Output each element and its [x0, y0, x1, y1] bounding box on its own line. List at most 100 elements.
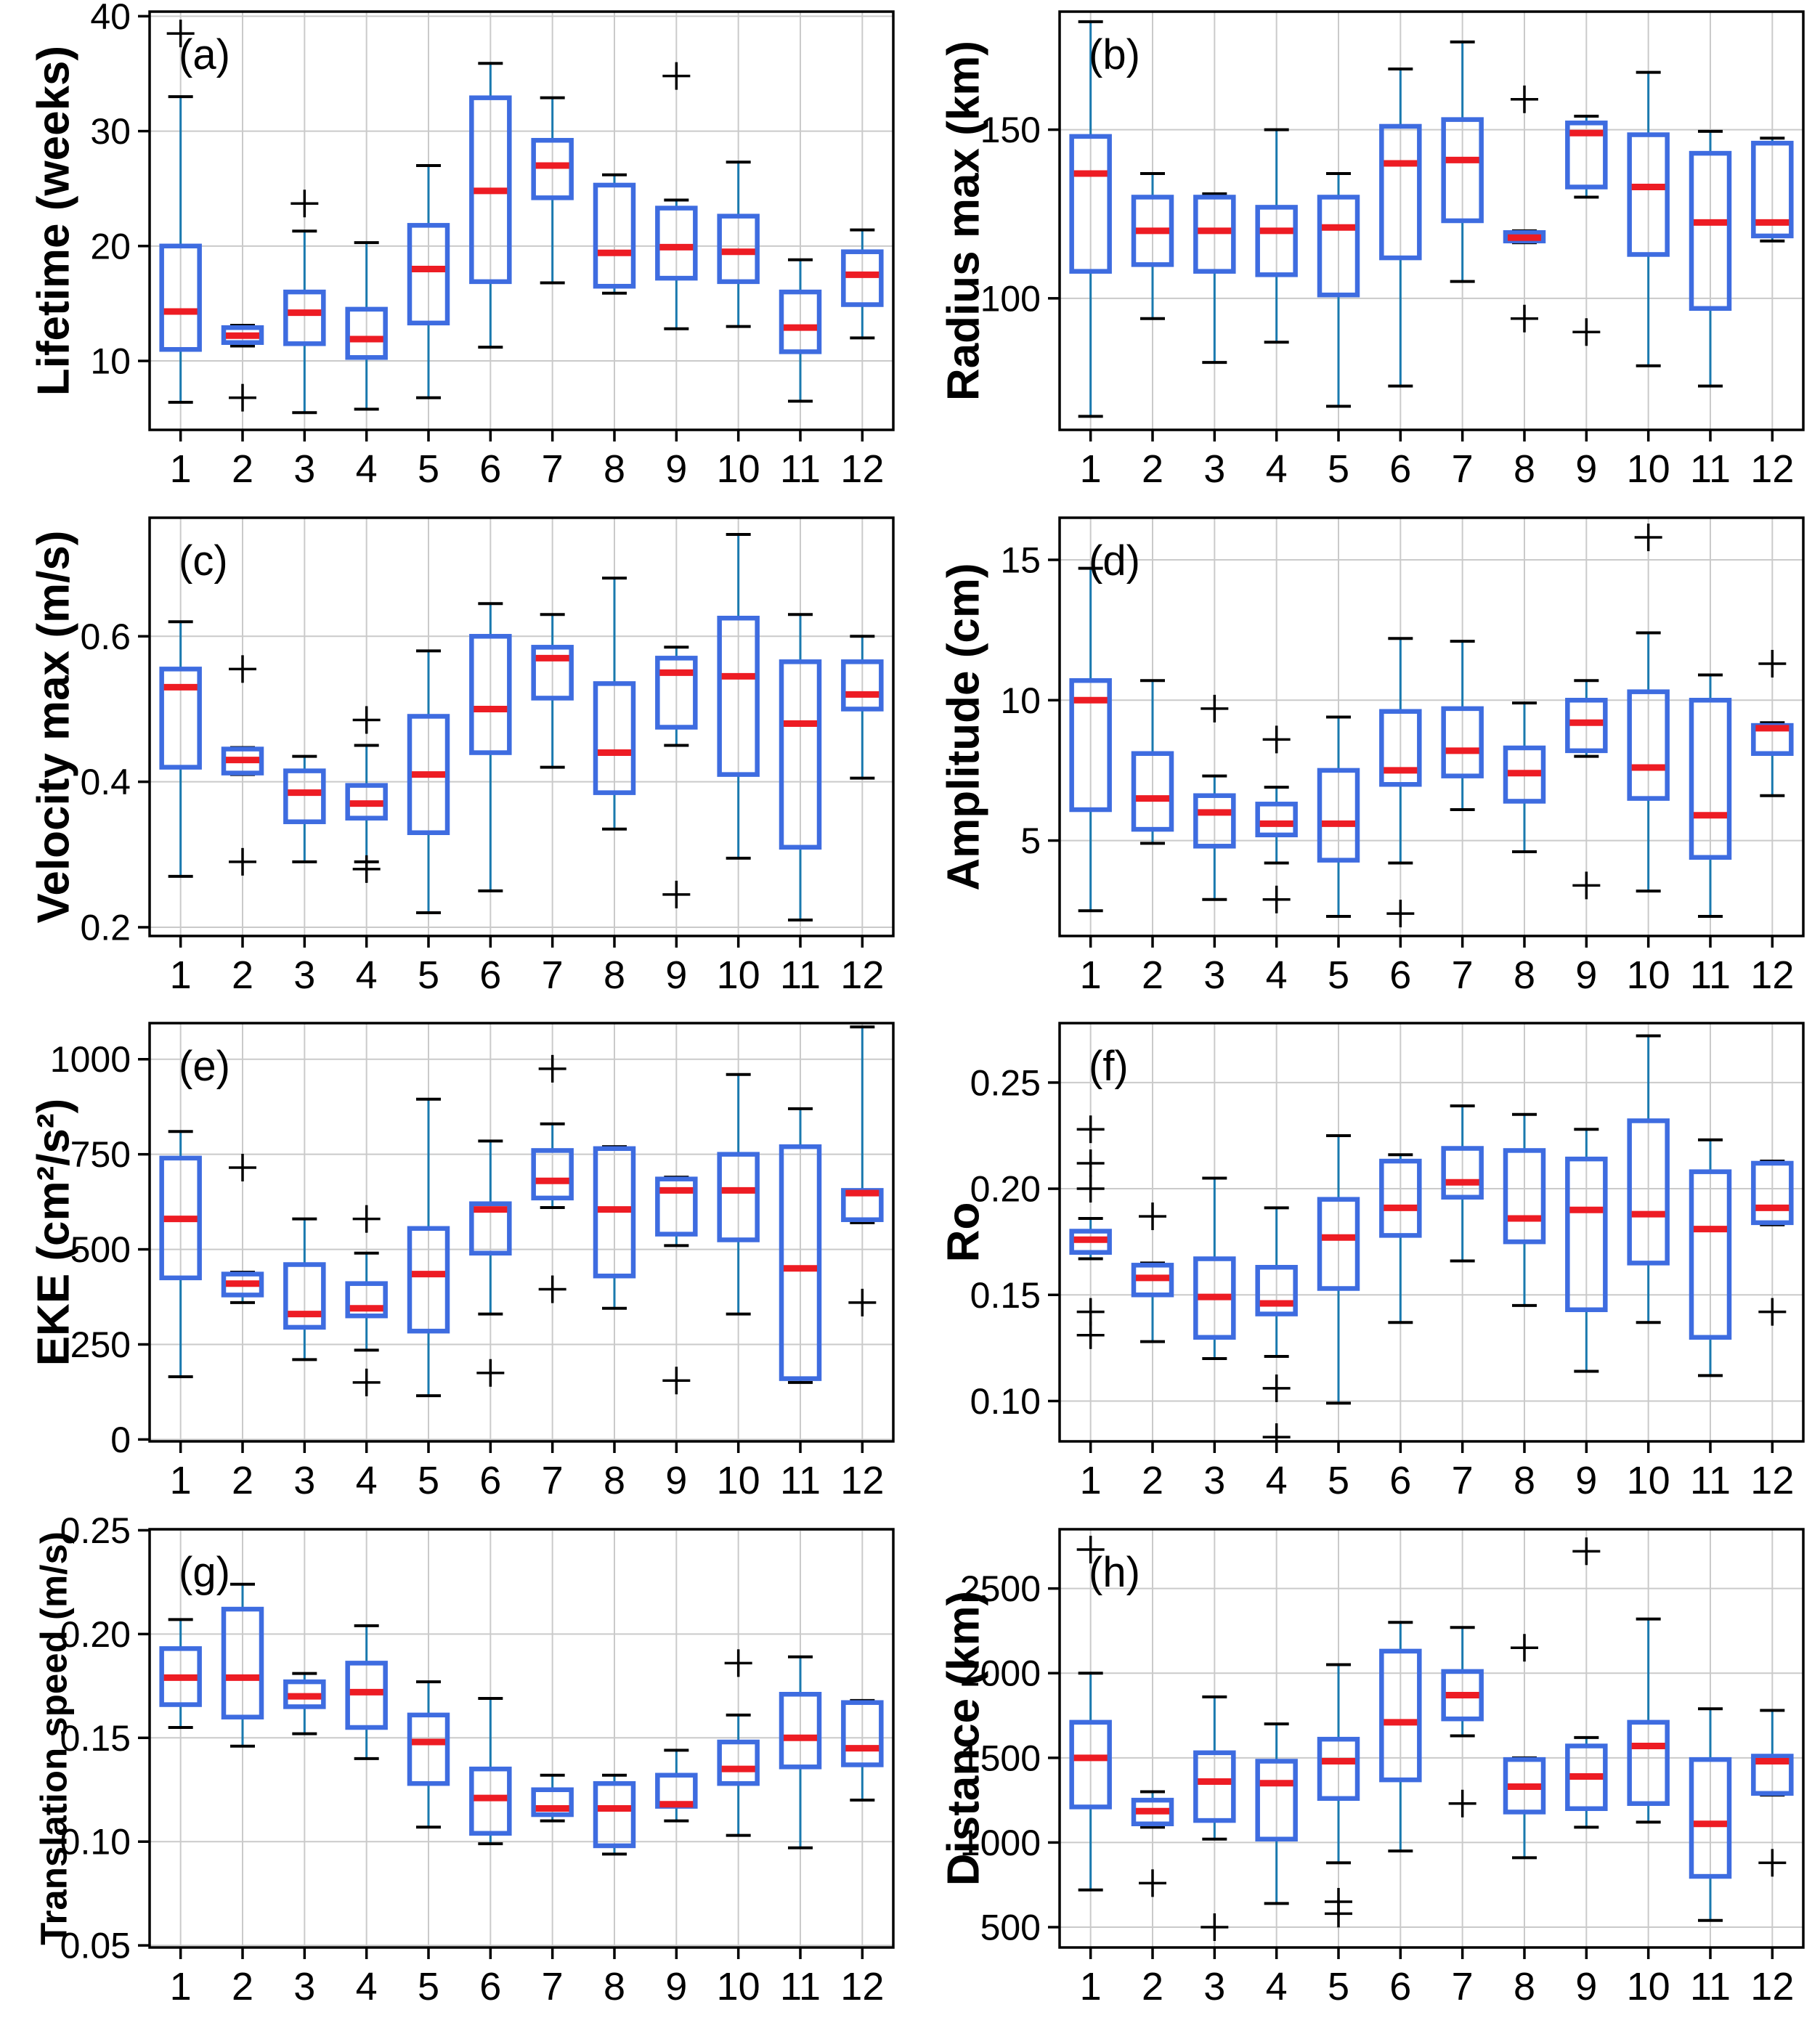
x-tick-label: 9: [1575, 953, 1597, 997]
x-tick-label: 4: [1266, 1459, 1288, 1502]
iqr-box: [1689, 1169, 1732, 1340]
iqr-box: [1379, 1648, 1422, 1782]
iqr-box: [717, 615, 760, 777]
iqr-box: [1193, 1256, 1236, 1340]
x-tick-label: 6: [479, 447, 501, 491]
x-tick-label: 10: [717, 953, 760, 997]
y-tick-label: 2500: [960, 1568, 1041, 1609]
x-tick-label: 1: [1080, 447, 1102, 491]
y-axis-label-amplitude: Amplitude (cm): [938, 562, 989, 891]
iqr-box: [779, 1691, 822, 1770]
x-tick-label: 4: [356, 1965, 378, 2008]
x-tick-label: 12: [1750, 1965, 1794, 2008]
x-tick-label: 4: [1266, 953, 1288, 997]
iqr-box: [841, 659, 884, 712]
x-tick-label: 1: [170, 1459, 192, 1502]
y-tick-label: 150: [980, 110, 1041, 150]
x-tick-label: 5: [418, 1459, 439, 1502]
x-tick-label: 5: [1328, 953, 1349, 997]
y-axis-label-distance: Distance (km): [938, 1590, 989, 1886]
iqr-box: [1317, 1197, 1360, 1291]
x-tick-label: 6: [479, 1459, 501, 1502]
panel-translation-speed: 0.05 0.10 0.15 0.20 0.25 1 2 3 4 5 6 7 8 9 10 11 12 Tran…: [0, 1510, 910, 2023]
boxplot-canvas-translation-speed: 0.050.100.150.200.251 2 3 4 5 6 7 8 9 10 11 12: [60, 1510, 895, 2008]
iqr-box: [531, 644, 574, 701]
x-tick-label: 12: [840, 447, 884, 491]
y-tick-label: 30: [90, 111, 131, 152]
x-tick-label: 11: [780, 953, 821, 997]
iqr-box: [283, 1679, 326, 1709]
panel-distance: 500 1000 1500 2000 2500 1 2 3 4 5 6 7 8 9 10 11 12 Dista…: [910, 1518, 1820, 2023]
iqr-box: [221, 746, 264, 776]
iqr-box: [1317, 1736, 1360, 1801]
x-tick-label: 10: [1627, 447, 1670, 491]
y-tick-label: 0.4: [80, 762, 131, 802]
iqr-box: [717, 1152, 760, 1242]
x-tick-label: 2: [232, 1459, 253, 1502]
iqr-box: [655, 1176, 698, 1237]
x-tick-label: 6: [1389, 1459, 1411, 1502]
x-tick-label: 4: [356, 447, 378, 491]
iqr-box: [345, 306, 388, 360]
y-tick-label: 0.20: [970, 1169, 1041, 1210]
panel-letter-d: (d): [1089, 537, 1140, 585]
x-tick-label: 2: [1142, 447, 1163, 491]
iqr-box: [283, 289, 326, 346]
iqr-box: [779, 1144, 822, 1381]
axis-frame: [1058, 1527, 1805, 1949]
iqr-box: [1131, 1797, 1174, 1826]
x-tick-label: 9: [1575, 1965, 1597, 2008]
iqr-box: [1627, 132, 1670, 257]
iqr-box: [1193, 195, 1236, 274]
panel-lifetime: 10 20 30 40 1 2 3 4 5 6 7 8 9 10 11 12 Lifetime (weeks)…: [0, 0, 910, 505]
iqr-box: [1751, 140, 1794, 239]
axis-frame: [1058, 516, 1805, 937]
x-tick-label: 11: [780, 447, 821, 491]
y-tick-label: 500: [70, 1229, 131, 1270]
x-tick-label: 10: [717, 1459, 760, 1502]
iqr-box: [1503, 1148, 1546, 1245]
iqr-box: [221, 1271, 264, 1298]
y-tick-label: 1500: [960, 1738, 1041, 1778]
y-tick-label: 10: [1000, 680, 1041, 720]
x-tick-label: 12: [1750, 953, 1794, 997]
iqr-box: [1131, 1263, 1174, 1298]
iqr-box: [1131, 750, 1174, 831]
x-tick-label: 9: [665, 1965, 687, 2008]
x-tick-label: 6: [479, 1965, 501, 2008]
x-tick-label: 8: [1514, 447, 1535, 491]
x-tick-label: 11: [780, 1459, 821, 1502]
iqr-box: [531, 1148, 574, 1201]
iqr-box: [1193, 792, 1236, 849]
iqr-box: [345, 1281, 388, 1319]
panel-letter-b: (b): [1089, 31, 1140, 78]
iqr-box: [1565, 1156, 1608, 1312]
x-tick-label: 7: [1452, 447, 1474, 491]
iqr-box: [717, 213, 760, 285]
x-tick-label: 5: [1328, 447, 1349, 491]
y-tick-label: 500: [980, 1907, 1041, 1947]
iqr-box: [1317, 195, 1360, 298]
iqr-box: [1627, 1118, 1670, 1266]
iqr-box: [469, 1201, 512, 1256]
x-tick-label: 5: [418, 1965, 439, 2008]
iqr-box: [841, 249, 884, 307]
y-tick-label: 1000: [50, 1039, 131, 1080]
x-tick-label: 7: [1452, 1459, 1474, 1502]
y-tick-label: 0.2: [80, 907, 131, 948]
iqr-box: [407, 713, 450, 835]
x-tick-label: 11: [1690, 1965, 1731, 2008]
iqr-box: [779, 659, 822, 850]
iqr-box: [593, 1780, 636, 1848]
axis-frame: [148, 10, 895, 431]
x-tick-label: 8: [1514, 1459, 1535, 1502]
x-tick-label: 12: [1750, 1459, 1794, 1502]
iqr-box: [841, 1699, 884, 1767]
x-tick-label: 1: [1080, 1965, 1102, 2008]
x-tick-label: 2: [1142, 953, 1163, 997]
panel-letter-f: (f): [1089, 1043, 1129, 1090]
x-tick-label: 3: [293, 1965, 315, 2008]
